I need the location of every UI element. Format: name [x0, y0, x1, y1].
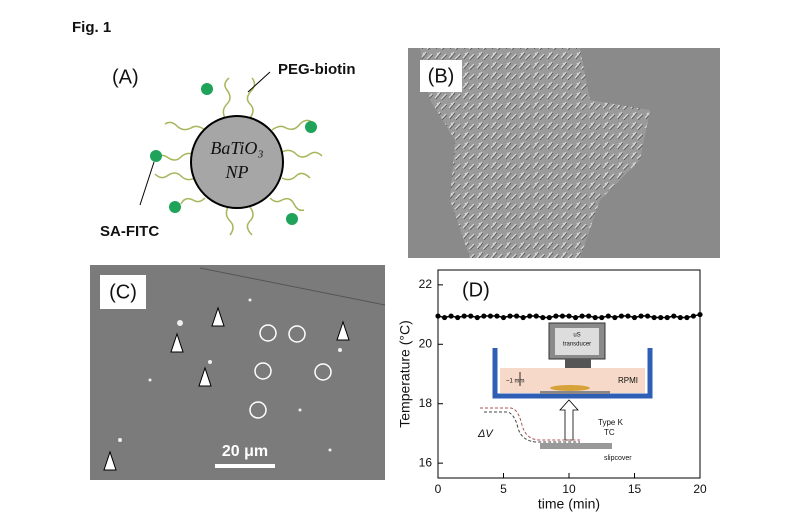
particles: [118, 298, 342, 452]
data-point: [559, 313, 566, 319]
y-tick-label: 22: [419, 277, 433, 291]
data-point: [638, 313, 644, 319]
inset-label: ~1 mm: [506, 379, 525, 385]
panel-label: (A): [112, 66, 139, 88]
peg-label: PEG-biotin: [278, 61, 356, 78]
texture: [420, 48, 650, 258]
data-point: [605, 313, 611, 319]
y-tick-label: 20: [419, 336, 433, 350]
data-point: [671, 313, 677, 319]
data-point: [474, 314, 480, 321]
data-point: [677, 314, 683, 321]
data-point: [684, 314, 690, 321]
inset-label: uS: [573, 333, 580, 339]
data-point: [455, 314, 461, 321]
y-tick-label: 16: [419, 455, 433, 469]
y-tick-label: 18: [419, 396, 433, 410]
biotin-dots: [150, 83, 317, 225]
data-point: [481, 313, 487, 319]
sa-label: SA-FITC: [100, 223, 159, 240]
data-point: [527, 313, 533, 319]
particle-label: BaTiO₃: [210, 138, 263, 158]
vessel: [492, 348, 653, 399]
data-point: [514, 313, 520, 319]
data-point: [468, 313, 474, 319]
inset-label: RPMI: [618, 376, 638, 385]
data-point: [697, 311, 703, 318]
x-tick-label: 5: [500, 482, 507, 496]
data-point: [553, 313, 559, 319]
slide: [540, 391, 610, 394]
panel-label: (B): [428, 65, 455, 87]
scratch: [199, 267, 386, 306]
pointer: [247, 71, 271, 93]
inset-label: Type K: [598, 418, 624, 427]
scale-bar-label: 20 μm: [222, 443, 268, 460]
data-point: [461, 313, 467, 319]
data-point: [520, 314, 526, 321]
x-tick-label: 0: [435, 482, 442, 496]
label-box: [420, 60, 462, 92]
data-point: [566, 313, 572, 319]
x-tick-label: 10: [562, 482, 576, 496]
inset-label: slipcover: [604, 455, 632, 462]
data-point: [546, 314, 552, 321]
x-tick-label: 20: [693, 482, 707, 496]
data-point: [441, 314, 448, 321]
signal-trace: [480, 407, 580, 441]
transducer-face: [555, 328, 599, 355]
signal-trace: [484, 411, 580, 443]
data-point: [435, 313, 441, 319]
data-point: [540, 314, 546, 321]
sample: [550, 385, 590, 391]
peg-chains: [154, 77, 323, 236]
inset-label: TC: [604, 428, 615, 437]
panel-a: (A) BaTiO₃ NP PEG-biotin SA-FITC: [100, 61, 356, 240]
panel-c: (C) 20 μm: [90, 265, 386, 480]
particle-label: NP: [224, 162, 248, 182]
data-point: [487, 313, 493, 319]
data-point: [631, 314, 638, 321]
data-point: [625, 313, 631, 319]
data-point: [658, 314, 664, 321]
data-point: [572, 314, 579, 321]
inset-label: ΔV: [477, 428, 494, 440]
pointer: [139, 161, 155, 206]
panel-label: (C): [109, 281, 137, 303]
data-point: [494, 313, 500, 319]
data-point: [507, 313, 513, 319]
data-point: [599, 314, 605, 321]
data-point: [612, 314, 618, 321]
x-axis-label: time (min): [538, 496, 600, 512]
panel-d: (D) time (min) Temperature (°C) uS trans…: [397, 269, 701, 512]
data-point: [645, 313, 651, 319]
arrow: [559, 399, 579, 441]
figure-label: Fig. 1: [72, 19, 111, 36]
nanoparticle: [190, 115, 284, 209]
data-point: [618, 313, 625, 319]
data-point: [592, 314, 598, 321]
data-point: [651, 314, 657, 321]
y-axis-label: Temperature (°C): [397, 320, 413, 428]
circles: [249, 324, 332, 419]
scale-bar: [215, 464, 275, 468]
data-point: [586, 313, 592, 319]
transducer-base: [565, 359, 591, 368]
inset-label: transducer: [563, 342, 591, 348]
data-point: [664, 314, 670, 321]
data-point: [448, 313, 454, 319]
label-box: [100, 275, 146, 309]
data-point: [690, 313, 697, 319]
data-point: [500, 314, 507, 321]
x-tick-label: 15: [628, 482, 642, 496]
panel-b: (B): [408, 48, 720, 258]
panel-label: (D): [462, 279, 490, 301]
arrowheads: [103, 306, 350, 471]
data-point: [533, 313, 539, 319]
inset: uS transducer ~1 mm RPMI ΔV Type K TC sl…: [477, 322, 653, 462]
slipcover: [540, 443, 612, 449]
data-point: [579, 313, 585, 319]
